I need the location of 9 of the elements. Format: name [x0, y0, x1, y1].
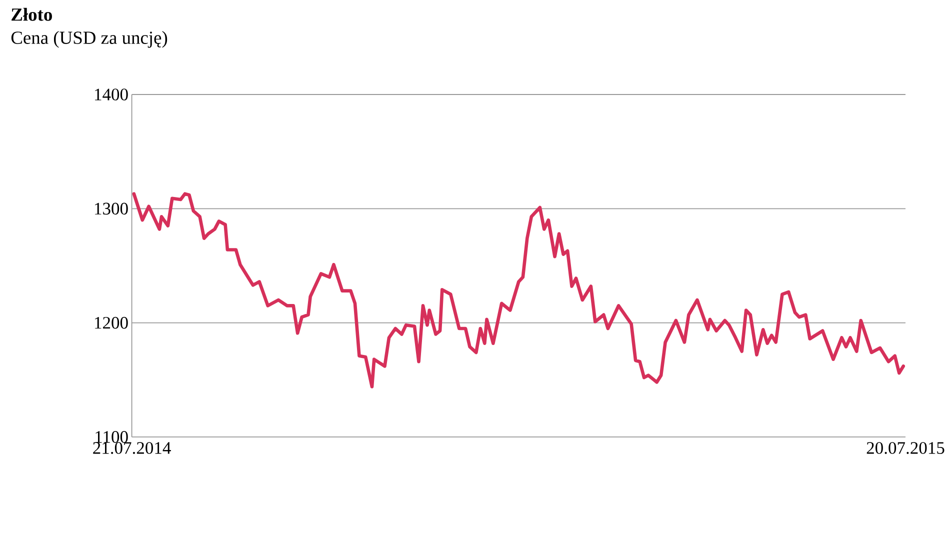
y-tick-label: 1300 — [95, 202, 128, 215]
y-tick-label: 1100 — [96, 431, 128, 443]
y-tick-label: 1200 — [95, 316, 128, 329]
y-tick-label: 1400 — [95, 88, 128, 101]
x-tick-label: 20.07.2015 — [866, 442, 944, 454]
line-series — [132, 192, 906, 388]
x-tick-label: 21.07.2014 — [93, 442, 171, 454]
chart-title: Złoto — [12, 8, 52, 21]
chart-subtitle: Cena (USD za uncję) — [11, 31, 168, 48]
